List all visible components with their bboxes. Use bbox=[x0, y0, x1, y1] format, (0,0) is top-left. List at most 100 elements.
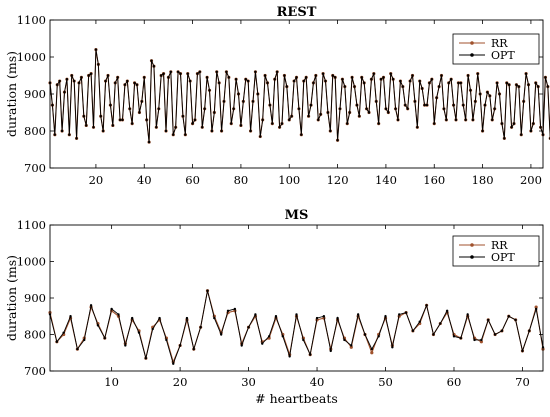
x-tick-label: 120 bbox=[327, 173, 349, 187]
series-opt bbox=[48, 48, 550, 144]
data-point-opt bbox=[275, 70, 279, 74]
data-point-opt bbox=[464, 118, 467, 122]
data-point-opt bbox=[308, 353, 312, 356]
data-point-opt bbox=[261, 342, 264, 345]
data-point-opt bbox=[370, 78, 373, 81]
data-point-opt bbox=[433, 122, 436, 125]
data-point-opt bbox=[259, 135, 262, 138]
legend-box bbox=[452, 235, 540, 267]
data-point-opt bbox=[213, 111, 216, 114]
data-point-opt bbox=[63, 90, 66, 94]
data-point-opt bbox=[534, 307, 538, 311]
data-point-opt bbox=[144, 357, 148, 360]
data-point-opt bbox=[505, 81, 508, 85]
data-point-opt bbox=[162, 72, 165, 75]
data-point-opt bbox=[476, 72, 479, 75]
data-point-opt bbox=[348, 111, 351, 114]
data-point-opt bbox=[546, 85, 550, 88]
data-point-opt bbox=[302, 79, 305, 83]
data-point-opt bbox=[420, 87, 424, 90]
data-point-opt bbox=[62, 331, 65, 334]
data-point-opt bbox=[106, 74, 110, 77]
data-point-opt bbox=[69, 315, 72, 318]
data-point-opt bbox=[288, 118, 291, 122]
data-point-opt bbox=[53, 133, 57, 136]
data-point-opt bbox=[152, 65, 156, 68]
data-point-opt bbox=[404, 103, 407, 107]
data-point-opt bbox=[75, 137, 78, 140]
data-point-opt bbox=[227, 76, 231, 79]
data-point-opt bbox=[440, 74, 443, 77]
data-point-opt bbox=[55, 340, 59, 343]
data-point-opt bbox=[413, 100, 417, 103]
data-point-opt bbox=[452, 103, 455, 107]
data-point-opt bbox=[353, 85, 356, 88]
data-point-opt bbox=[394, 107, 397, 111]
data-point-opt bbox=[534, 81, 537, 85]
data-point-opt bbox=[65, 78, 69, 81]
data-point-opt bbox=[234, 78, 238, 81]
data-point-opt bbox=[56, 83, 59, 86]
data-point-opt bbox=[111, 124, 115, 127]
data-point-opt bbox=[524, 72, 528, 75]
data-point-opt bbox=[512, 122, 516, 125]
data-point-opt bbox=[522, 100, 525, 103]
data-point-opt bbox=[363, 333, 367, 336]
data-point-opt bbox=[331, 74, 334, 77]
data-point-opt bbox=[493, 107, 496, 111]
data-point-opt bbox=[176, 70, 180, 74]
data-point-opt bbox=[445, 309, 449, 312]
data-point-opt bbox=[442, 107, 446, 111]
data-point-opt bbox=[280, 122, 284, 125]
data-point-opt bbox=[215, 70, 218, 74]
data-point-opt bbox=[192, 347, 195, 351]
data-point-opt bbox=[225, 70, 228, 74]
data-point-opt bbox=[104, 79, 107, 83]
data-point-opt bbox=[130, 316, 134, 320]
data-point-opt bbox=[99, 115, 102, 118]
data-point-opt bbox=[418, 320, 421, 323]
data-point-opt bbox=[188, 79, 192, 83]
chart-title: REST bbox=[277, 5, 317, 20]
series-line-opt bbox=[49, 49, 550, 143]
data-point-opt bbox=[123, 83, 127, 86]
x-tick-label: 30 bbox=[241, 375, 256, 389]
data-point-opt bbox=[309, 103, 313, 107]
x-tick-label: 100 bbox=[278, 173, 300, 187]
legend-label-opt: OPT bbox=[491, 251, 515, 264]
data-point-opt bbox=[432, 333, 435, 336]
data-point-opt bbox=[480, 338, 483, 342]
data-point-opt bbox=[304, 76, 308, 79]
data-point-opt bbox=[408, 79, 412, 83]
data-point-opt bbox=[167, 76, 170, 79]
data-point-opt bbox=[307, 115, 310, 118]
data-point-opt bbox=[462, 103, 465, 107]
data-point-opt bbox=[210, 129, 214, 133]
data-point-opt bbox=[110, 307, 113, 311]
data-point-opt bbox=[172, 362, 175, 365]
y-tick-label: 900 bbox=[24, 87, 46, 101]
data-point-opt bbox=[290, 115, 293, 118]
data-point-opt bbox=[520, 133, 523, 136]
data-point-opt bbox=[398, 313, 401, 316]
data-point-opt bbox=[491, 118, 494, 122]
data-point-opt bbox=[478, 92, 482, 96]
data-point-opt bbox=[389, 72, 392, 75]
data-point-opt bbox=[157, 107, 160, 111]
data-point-opt bbox=[329, 349, 332, 353]
data-point-opt bbox=[350, 344, 353, 347]
data-point-opt bbox=[97, 63, 100, 66]
data-point-opt bbox=[244, 78, 247, 81]
data-point-opt bbox=[222, 100, 226, 103]
legend-label-opt: OPT bbox=[491, 49, 515, 62]
data-point-opt bbox=[377, 122, 380, 125]
data-point-opt bbox=[315, 316, 319, 320]
data-point-opt bbox=[495, 81, 499, 85]
data-point-opt bbox=[147, 140, 151, 144]
data-point-opt bbox=[370, 347, 374, 351]
data-point-opt bbox=[281, 335, 285, 338]
data-point-opt bbox=[418, 79, 421, 83]
data-point-opt bbox=[261, 118, 264, 122]
data-point-opt bbox=[338, 107, 342, 111]
legend-marker-rr bbox=[470, 41, 474, 45]
